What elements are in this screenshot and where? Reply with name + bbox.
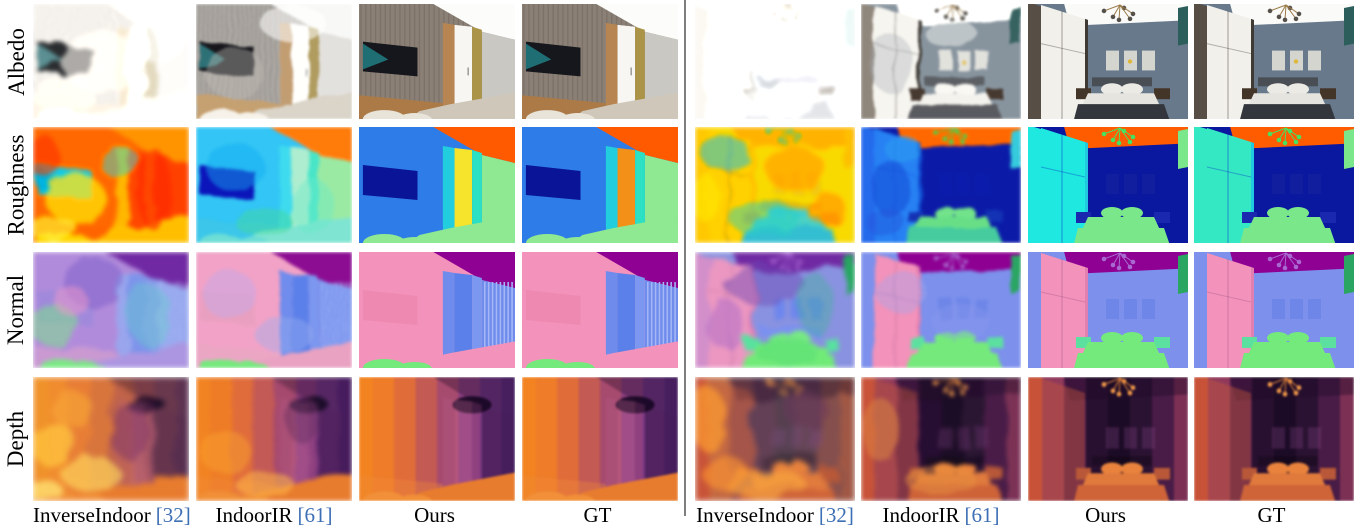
panel-albedo-inverseindoor-scene1 [33, 4, 189, 119]
row-label-roughness: Roughness [0, 127, 33, 243]
method-name: Ours [1085, 503, 1126, 527]
panel-normal-inverseindoor-scene2 [695, 252, 855, 368]
method-name: InverseIndoor [33, 503, 151, 527]
panel-normal-indoorir-scene2 [861, 252, 1021, 368]
method-name: GT [1257, 503, 1286, 527]
panel-normal-ours-scene1 [359, 252, 515, 368]
panel-depth-ours-scene2 [1028, 377, 1188, 501]
method-name: IndoorIR [882, 503, 960, 527]
citation-ref: [32] [818, 503, 854, 527]
panel-roughness-inverseindoor-scene2 [695, 127, 855, 243]
panel-roughness-gt-scene2 [1194, 127, 1354, 243]
panel-normal-ours-scene2 [1028, 252, 1188, 368]
panel-roughness-indoorir-scene2 [861, 127, 1021, 243]
panel-depth-indoorir-scene1 [196, 377, 352, 501]
panel-albedo-ours-scene2 [1028, 4, 1188, 119]
group-divider [684, 0, 686, 516]
panel-depth-gt-scene1 [522, 377, 678, 501]
panel-depth-ours-scene1 [359, 377, 515, 501]
panel-normal-gt-scene1 [522, 252, 678, 368]
column-label-ours-right: Ours [1028, 502, 1188, 529]
row-label-albedo-text: Albedo [3, 27, 29, 96]
row-label-depth-text: Depth [3, 410, 29, 468]
panel-roughness-ours-scene2 [1028, 127, 1188, 243]
column-label-ours-left: Ours [359, 502, 515, 529]
panel-roughness-ours-scene1 [359, 127, 515, 243]
row-label-roughness-text: Roughness [3, 134, 29, 236]
row-label-depth: Depth [0, 377, 33, 501]
method-name: IndoorIR [215, 503, 293, 527]
method-name: Ours [414, 503, 455, 527]
panel-roughness-gt-scene1 [522, 127, 678, 243]
row-label-normal-text: Normal [3, 274, 29, 346]
panel-depth-inverseindoor-scene1 [33, 377, 189, 501]
panel-albedo-gt-scene1 [522, 4, 678, 119]
method-name: InverseIndoor [696, 503, 814, 527]
row-label-normal: Normal [0, 252, 33, 368]
panel-normal-inverseindoor-scene1 [33, 252, 189, 368]
panel-albedo-ours-scene1 [359, 4, 515, 119]
column-label-indoorir-right: IndoorIR [61] [861, 502, 1021, 529]
panel-roughness-indoorir-scene1 [196, 127, 352, 243]
column-label-inverseindoor-left: InverseIndoor [32] [33, 502, 191, 529]
panel-depth-indoorir-scene2 [861, 377, 1021, 501]
citation-ref: [32] [155, 503, 191, 527]
panel-roughness-inverseindoor-scene1 [33, 127, 189, 243]
panel-albedo-gt-scene2 [1194, 4, 1354, 119]
column-label-indoorir-left: IndoorIR [61] [196, 502, 352, 529]
panel-albedo-inverseindoor-scene2 [695, 4, 855, 119]
citation-ref: [61] [297, 503, 333, 527]
column-label-gt-right: GT [1194, 502, 1354, 529]
panel-albedo-indoorir-scene1 [196, 4, 352, 119]
panel-depth-gt-scene2 [1194, 377, 1354, 501]
panel-normal-indoorir-scene1 [196, 252, 352, 368]
column-label-inverseindoor-right: InverseIndoor [32] [695, 502, 855, 529]
row-label-albedo: Albedo [0, 4, 33, 119]
method-name: GT [583, 503, 612, 527]
column-label-gt-left: GT [522, 502, 678, 529]
panel-normal-gt-scene2 [1194, 252, 1354, 368]
panel-albedo-indoorir-scene2 [861, 4, 1021, 119]
panel-depth-inverseindoor-scene2 [695, 377, 855, 501]
citation-ref: [61] [964, 503, 1000, 527]
